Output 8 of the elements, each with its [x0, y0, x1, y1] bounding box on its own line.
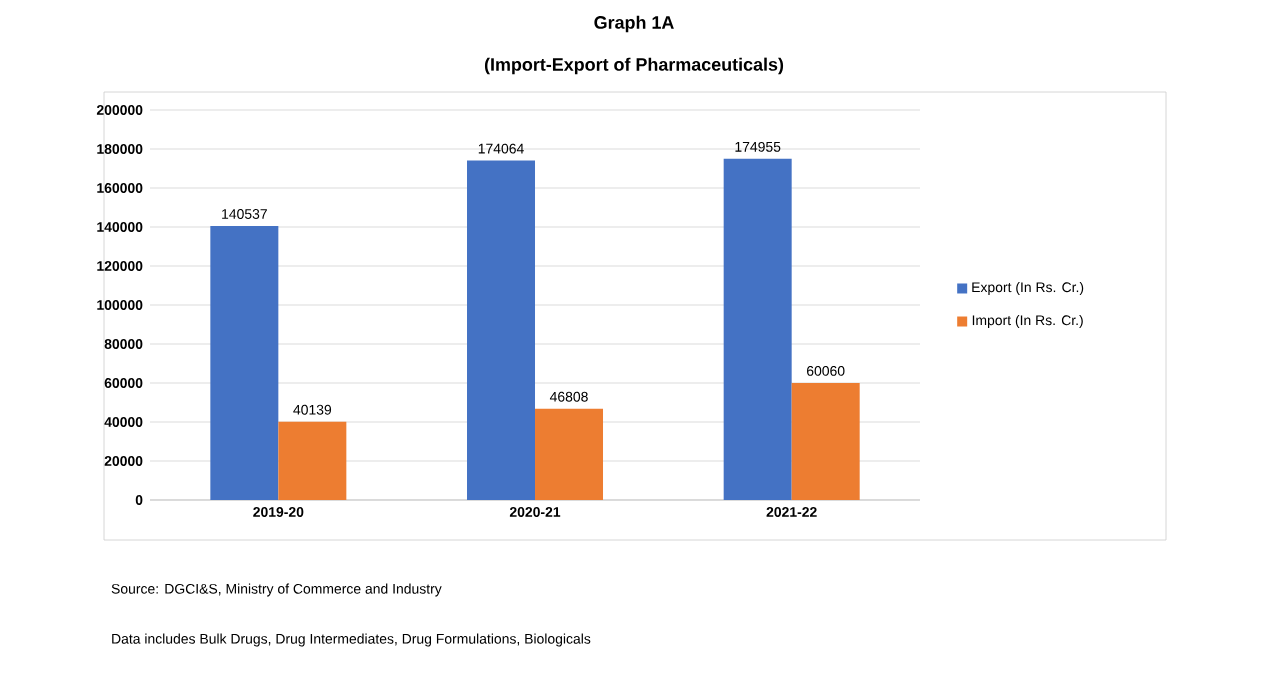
bar [791, 382, 860, 500]
bar [535, 408, 604, 500]
bar [210, 225, 279, 500]
bar [278, 421, 347, 500]
bar [467, 160, 536, 500]
chart-title: Graph 1A [594, 15, 674, 33]
chart-subtitle: (Import-Export of Pharmaceuticals) [484, 57, 784, 75]
bar [723, 158, 792, 500]
